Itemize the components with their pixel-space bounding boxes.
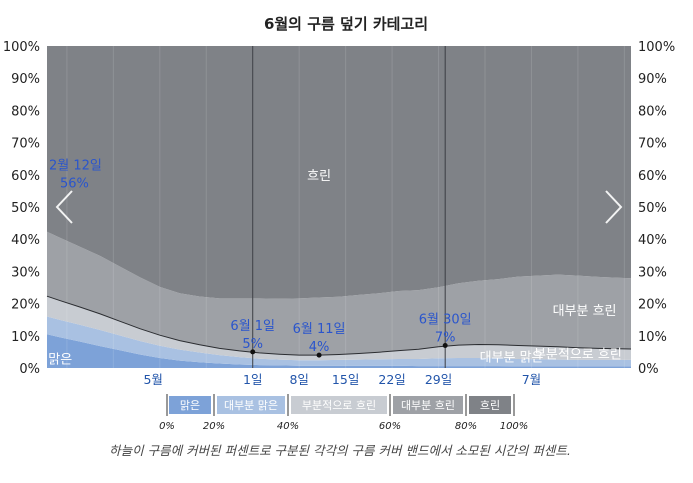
y-left-tick-7: 70% [11, 137, 40, 152]
y-right-tick-3: 70% [638, 137, 667, 152]
annotation-value-1: 5% [242, 337, 263, 352]
x-tick-4: 22일 [378, 372, 405, 387]
x-tick-0: 5월 [143, 372, 162, 387]
y-right-tick-10: 0% [638, 362, 659, 377]
chart-caption: 하늘이 구름에 커버된 퍼센트로 구분된 각각의 구름 커버 밴드에서 소모된 … [109, 443, 571, 458]
legend: 맑은 대부분 맑은 부분적으로 흐린 대부분 흐린 흐린 0% 20% 40% 60% 80% 10… [159, 394, 528, 432]
y-left-tick-9: 90% [11, 72, 40, 87]
annotation-date-3: 6월 30일 [419, 312, 472, 327]
legend-threshold-4: 80% [455, 421, 477, 432]
annotation-value-3: 7% [435, 330, 456, 345]
legend-label-2: 부분적으로 흐린 [302, 399, 376, 412]
band-label-0: 흐린 [307, 169, 331, 184]
legend-swatch-2 [291, 396, 387, 414]
chevron-right-icon [605, 190, 623, 224]
y-left-tick-0: 0% [19, 362, 40, 377]
y-right-tick-0: 100% [638, 40, 675, 55]
legend-label-1: 대부분 맑은 [224, 399, 278, 412]
chart-title: 6월의 구름 덮기 카테고리 [264, 15, 428, 33]
x-tick-1: 1일 [243, 372, 262, 387]
annotation-marker-2 [316, 352, 322, 358]
band-area-4 [47, 46, 631, 299]
next-button[interactable] [598, 185, 628, 229]
band-label-4: 맑은 [48, 352, 72, 367]
y-left-tick-5: 50% [11, 201, 40, 216]
y-left-tick-4: 40% [11, 233, 40, 248]
annotation-marker-3 [442, 342, 448, 348]
x-tick-2: 8일 [289, 372, 308, 387]
x-tick-6: 7월 [522, 372, 541, 387]
y-left-tick-10: 100% [3, 40, 40, 55]
annotations: 2월 12일 56% 6월 1일 5% 6월 11일 4% 6월 30일 7% [49, 159, 472, 358]
y-right-tick-5: 50% [638, 201, 667, 216]
annotation-date-1: 6월 1일 [230, 319, 275, 334]
legend-label-4: 흐린 [480, 399, 500, 412]
prev-button[interactable] [50, 185, 80, 229]
legend-label-0: 맑은 [180, 399, 200, 412]
x-tick-3: 15일 [332, 372, 359, 387]
clearer-line [46, 295, 632, 356]
y-left-tick-1: 10% [11, 330, 40, 345]
y-right-tick-8: 20% [638, 298, 667, 313]
y-right-tick-6: 40% [638, 233, 667, 248]
y-right-tick-2: 80% [638, 104, 667, 119]
y-left-tick-2: 20% [11, 298, 40, 313]
chevron-left-icon [55, 190, 73, 224]
y-left-tick-6: 60% [11, 169, 40, 184]
annotation-date-0: 2월 12일 [49, 159, 102, 174]
grid [66, 46, 625, 368]
band-label-1: 대부분 흐린 [553, 304, 617, 319]
legend-label-3: 대부분 흐린 [401, 399, 455, 412]
band-label-2: 부분적으로 흐린 [534, 348, 622, 363]
annotation-value-2: 4% [309, 340, 330, 355]
band-area-1 [47, 316, 631, 367]
legend-threshold-3: 60% [379, 421, 401, 432]
legend-swatch-1 [217, 396, 285, 414]
band-area-0 [47, 334, 631, 368]
y-left-tick-3: 30% [11, 265, 40, 280]
legend-threshold-1: 20% [203, 421, 225, 432]
legend-swatch-3 [393, 396, 463, 414]
annotation-value-0: 56% [60, 177, 89, 192]
legend-threshold-5: 100% [500, 421, 529, 432]
legend-threshold-2: 40% [277, 421, 299, 432]
legend-swatch-0 [169, 396, 211, 414]
x-tick-5: 29일 [425, 372, 452, 387]
legend-threshold-0: 0% [159, 421, 175, 432]
band-area-2 [47, 296, 631, 361]
band-label-3: 대부분 맑은 [480, 351, 544, 366]
band-area-3 [47, 231, 631, 356]
y-right-tick-9: 10% [638, 330, 667, 345]
y-right-tick-1: 90% [638, 72, 667, 87]
clearer-percent-line [46, 295, 632, 356]
annotation-marker-1 [250, 349, 256, 355]
y-right-tick-4: 60% [638, 169, 667, 184]
axes: 0% 10% 20% 30% 40% 50% 60% 70% 80% 90% 100% 100% 90%… [3, 40, 675, 387]
band-areas [47, 46, 631, 368]
legend-swatch-4 [469, 396, 511, 414]
y-left-tick-8: 80% [11, 104, 40, 119]
y-right-tick-7: 30% [638, 265, 667, 280]
annotation-date-2: 6월 11일 [293, 322, 346, 337]
